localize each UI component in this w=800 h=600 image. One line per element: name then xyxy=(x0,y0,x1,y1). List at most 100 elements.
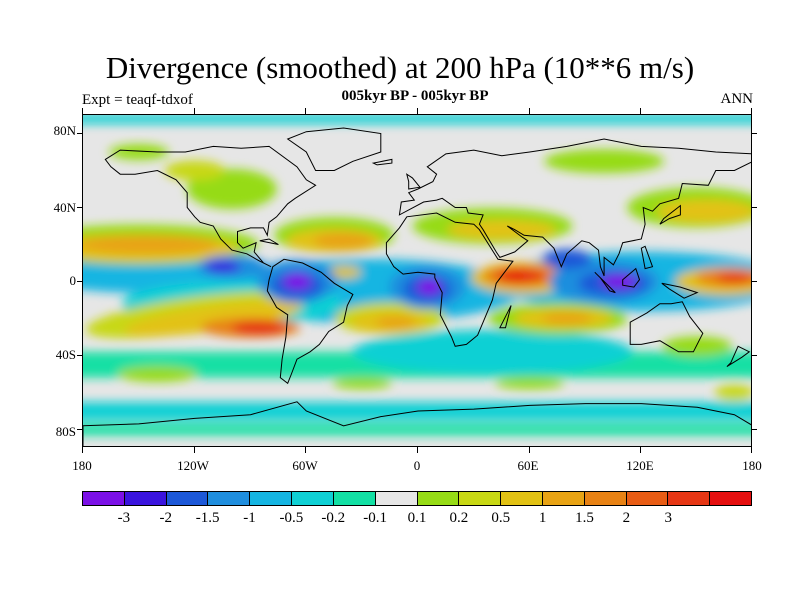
lat-label-80s: 80S xyxy=(55,424,76,439)
tick-mark xyxy=(528,108,530,114)
colorbar-box xyxy=(417,492,460,505)
divergence-map xyxy=(83,115,751,446)
field-region xyxy=(313,232,374,249)
tick-mark xyxy=(82,108,83,114)
field-region xyxy=(283,273,312,290)
field-region xyxy=(204,260,241,273)
coastline xyxy=(640,245,654,270)
colorbar-label: -2 xyxy=(159,510,173,526)
field-region xyxy=(716,272,751,283)
coastline xyxy=(259,238,279,245)
coastline xyxy=(385,212,514,347)
colorbar-label: -0.1 xyxy=(363,510,387,526)
tick-mark xyxy=(752,428,757,430)
tick-mark xyxy=(417,108,418,114)
tick-mark xyxy=(752,280,757,282)
field-region xyxy=(662,336,733,357)
contour-fields xyxy=(83,115,751,436)
season-label: ANN xyxy=(720,91,754,107)
tick-mark xyxy=(77,206,82,208)
map-panel xyxy=(82,114,752,447)
field-band xyxy=(83,423,751,436)
tick-mark xyxy=(77,280,82,282)
coastline xyxy=(594,271,616,294)
field-region xyxy=(352,329,633,374)
lon-label-60e: 60E xyxy=(517,458,539,473)
tick-mark xyxy=(640,447,642,453)
lat-label-40n: 40N xyxy=(53,200,76,215)
colorbar-label: 1 xyxy=(538,510,547,526)
colorbar-box xyxy=(626,492,669,505)
lat-label-80n: 80N xyxy=(53,123,76,138)
coastline xyxy=(726,345,751,368)
field-region xyxy=(231,320,288,335)
colorbar-label: 1.5 xyxy=(575,510,594,526)
lon-label-180e: 180 xyxy=(742,458,762,473)
coastline xyxy=(661,282,699,299)
coastline xyxy=(83,401,751,446)
colorbar-box xyxy=(501,492,543,505)
colorbar-box xyxy=(668,492,711,505)
tick-mark xyxy=(193,108,195,114)
lon-label-0: 0 xyxy=(413,458,421,473)
colorbar-label: -0.5 xyxy=(279,510,304,526)
colorbar-box xyxy=(584,492,627,505)
tick-mark xyxy=(193,447,195,453)
coastline xyxy=(405,173,421,190)
colorbar-box xyxy=(208,492,251,505)
colorbar-box xyxy=(375,492,418,505)
tick-mark xyxy=(640,108,642,114)
colorbar-label: -1.5 xyxy=(195,510,220,526)
field-region xyxy=(544,149,665,174)
field-region xyxy=(124,300,303,337)
colorbar xyxy=(82,491,752,506)
plot-title: Divergence (smoothed) at 200 hPa (10**6 … xyxy=(105,50,695,85)
colorbar-box xyxy=(292,492,334,505)
lon-label-120e: 120E xyxy=(626,458,654,473)
field-region xyxy=(494,377,565,390)
colorbar-label: 3 xyxy=(664,510,673,526)
coastline xyxy=(398,138,751,277)
colorbar-label: 2 xyxy=(622,510,631,526)
field-region xyxy=(541,249,592,270)
coastlines xyxy=(83,127,751,446)
field-region xyxy=(375,316,416,329)
lon-label-60w: 60W xyxy=(292,458,318,473)
lat-label-0: 0 xyxy=(69,273,77,288)
lon-label-120w: 120W xyxy=(177,458,209,473)
tick-mark xyxy=(77,428,82,430)
field-region xyxy=(164,160,225,181)
tick-mark xyxy=(752,206,757,208)
colorbar-label: -3 xyxy=(117,510,131,526)
tick-mark xyxy=(528,447,530,453)
coastline xyxy=(371,158,393,166)
colorbar-box xyxy=(124,492,167,505)
field-region xyxy=(117,366,198,382)
field-region xyxy=(502,270,527,281)
coastline xyxy=(499,305,512,329)
field-region xyxy=(541,312,592,325)
coastline xyxy=(286,127,382,171)
field-region xyxy=(417,279,442,296)
tick-mark xyxy=(751,108,752,114)
tick-mark xyxy=(752,354,757,356)
tick-mark xyxy=(417,447,418,453)
coastline xyxy=(659,204,681,225)
field-region xyxy=(714,384,751,401)
colorbar-box xyxy=(333,492,376,505)
lat-label-40s: 40S xyxy=(55,347,76,362)
colorbar-label: -0.2 xyxy=(321,510,346,526)
field-band xyxy=(83,115,751,124)
coastline xyxy=(104,145,317,268)
experiment-label: Expt = teaqf-tdxof xyxy=(82,92,193,108)
colorbar-label: 0.5 xyxy=(491,510,511,526)
plot-subtitle: 005kyr BP - 005kyr BP xyxy=(341,88,489,104)
lon-label-180w: 180 xyxy=(72,458,92,473)
tick-mark xyxy=(305,108,307,114)
field-region xyxy=(601,274,637,289)
colorbar-box xyxy=(459,492,502,505)
coastline xyxy=(629,301,704,353)
colorbar-box xyxy=(542,492,585,505)
colorbar-box xyxy=(166,492,209,505)
tick-mark xyxy=(752,132,757,134)
